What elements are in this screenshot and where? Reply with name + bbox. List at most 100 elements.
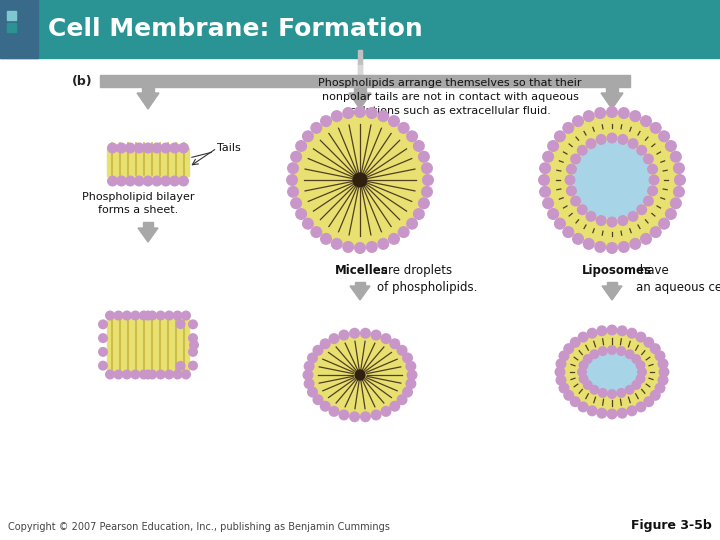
Circle shape xyxy=(628,211,639,222)
Circle shape xyxy=(188,319,198,329)
Circle shape xyxy=(654,350,665,361)
Circle shape xyxy=(539,162,551,174)
Circle shape xyxy=(421,162,433,174)
Circle shape xyxy=(151,176,163,186)
Circle shape xyxy=(659,367,670,377)
Circle shape xyxy=(122,369,132,380)
Bar xyxy=(358,74,362,76)
Circle shape xyxy=(577,367,587,377)
Circle shape xyxy=(116,143,127,153)
Circle shape xyxy=(570,396,581,407)
Circle shape xyxy=(616,325,628,336)
Circle shape xyxy=(307,353,318,363)
Circle shape xyxy=(397,394,408,405)
Circle shape xyxy=(189,340,199,350)
Circle shape xyxy=(598,346,608,356)
Bar xyxy=(358,76,362,78)
Text: Cell Membrane: Formation: Cell Membrane: Formation xyxy=(48,17,423,41)
Circle shape xyxy=(105,369,115,380)
Circle shape xyxy=(139,369,149,380)
Circle shape xyxy=(563,343,575,354)
Circle shape xyxy=(147,310,157,321)
Circle shape xyxy=(618,241,630,253)
Ellipse shape xyxy=(582,350,642,394)
Circle shape xyxy=(349,328,360,339)
Circle shape xyxy=(397,226,410,238)
Circle shape xyxy=(606,325,618,335)
Circle shape xyxy=(617,134,629,145)
Circle shape xyxy=(320,401,330,411)
Circle shape xyxy=(570,153,581,165)
Circle shape xyxy=(618,107,630,119)
Circle shape xyxy=(616,388,626,398)
Circle shape xyxy=(125,143,136,153)
Circle shape xyxy=(578,374,588,384)
Circle shape xyxy=(607,389,617,399)
Bar xyxy=(358,64,362,66)
Circle shape xyxy=(637,367,647,377)
Circle shape xyxy=(139,310,149,321)
Circle shape xyxy=(122,310,132,321)
Circle shape xyxy=(647,185,658,197)
Circle shape xyxy=(286,174,298,186)
Circle shape xyxy=(302,369,313,381)
Circle shape xyxy=(649,122,662,134)
Circle shape xyxy=(287,186,299,198)
Circle shape xyxy=(312,394,323,405)
Circle shape xyxy=(598,388,608,398)
Circle shape xyxy=(649,390,661,401)
Circle shape xyxy=(178,176,189,186)
Circle shape xyxy=(563,390,575,401)
Circle shape xyxy=(422,174,434,186)
Polygon shape xyxy=(138,228,158,242)
Ellipse shape xyxy=(294,114,426,246)
Circle shape xyxy=(147,369,157,380)
Bar xyxy=(358,50,362,65)
Circle shape xyxy=(290,151,302,163)
Bar xyxy=(354,87,366,93)
Circle shape xyxy=(98,347,108,357)
Circle shape xyxy=(377,110,390,122)
Polygon shape xyxy=(601,93,623,109)
Circle shape xyxy=(542,151,554,163)
Circle shape xyxy=(353,173,367,187)
Bar xyxy=(358,60,362,62)
Circle shape xyxy=(169,143,180,153)
Circle shape xyxy=(606,106,618,118)
Circle shape xyxy=(647,164,658,174)
Circle shape xyxy=(176,319,186,329)
Circle shape xyxy=(156,369,166,380)
Circle shape xyxy=(585,138,596,149)
Circle shape xyxy=(105,310,115,321)
Circle shape xyxy=(143,310,153,321)
Circle shape xyxy=(556,375,567,386)
Text: (b): (b) xyxy=(72,75,93,87)
Circle shape xyxy=(635,332,647,342)
Bar xyxy=(7,11,16,20)
Circle shape xyxy=(107,143,118,153)
Circle shape xyxy=(582,110,595,122)
Circle shape xyxy=(631,380,642,390)
Circle shape xyxy=(156,310,166,321)
Circle shape xyxy=(572,233,584,245)
Circle shape xyxy=(114,310,123,321)
Circle shape xyxy=(556,359,567,369)
Bar xyxy=(358,65,362,75)
Circle shape xyxy=(577,145,588,156)
Circle shape xyxy=(407,369,418,381)
Circle shape xyxy=(388,233,400,245)
Circle shape xyxy=(566,185,577,197)
Bar xyxy=(107,148,189,176)
Circle shape xyxy=(312,345,323,356)
Circle shape xyxy=(290,197,302,210)
Circle shape xyxy=(421,186,433,198)
Circle shape xyxy=(98,319,108,329)
Circle shape xyxy=(349,411,360,422)
Circle shape xyxy=(178,143,189,153)
Circle shape xyxy=(594,107,606,119)
Circle shape xyxy=(607,345,617,355)
Ellipse shape xyxy=(546,114,678,246)
Circle shape xyxy=(554,130,566,143)
Circle shape xyxy=(176,361,186,371)
Circle shape xyxy=(161,176,171,186)
